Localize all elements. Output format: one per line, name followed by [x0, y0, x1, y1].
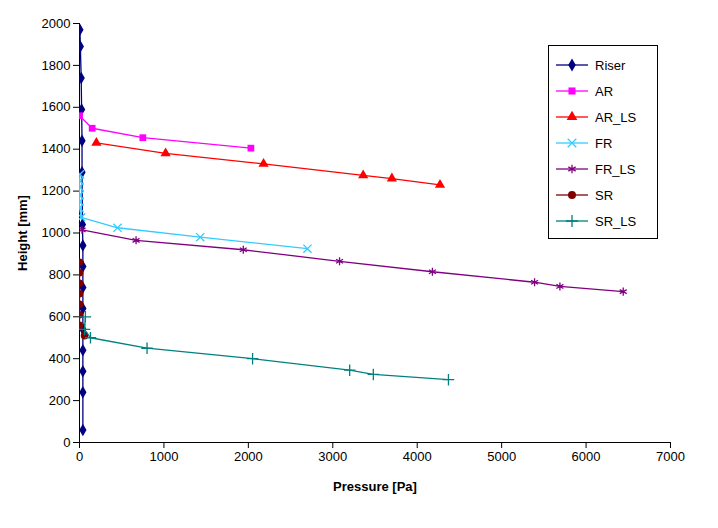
svg-text:600: 600 [49, 309, 71, 324]
html-text:FR_LS: FR_LS [595, 161, 636, 177]
svg-text:5000: 5000 [487, 449, 516, 464]
svg-text:0: 0 [76, 449, 83, 464]
svg-text:1800: 1800 [42, 58, 71, 73]
svg-text:800: 800 [49, 267, 71, 282]
svg-text:1200: 1200 [42, 183, 71, 198]
html-text:Riser: Riser [595, 57, 626, 73]
svg-text:2000: 2000 [234, 449, 263, 464]
svg-text:400: 400 [49, 351, 71, 366]
svg-text:4000: 4000 [403, 449, 432, 464]
svg-text:Pressure [Pa]: Pressure [Pa] [333, 479, 417, 494]
html-text:AR_LS: AR_LS [595, 109, 637, 125]
html-text:AR: AR [595, 83, 614, 99]
svg-text:1000: 1000 [42, 225, 71, 240]
html-text:SR_LS: SR_LS [595, 213, 637, 229]
html-text:SR: SR [595, 187, 614, 203]
html-text:FR: FR [595, 135, 613, 151]
svg-text:1000: 1000 [149, 449, 178, 464]
svg-text:6000: 6000 [572, 449, 601, 464]
svg-text:2000: 2000 [42, 16, 71, 31]
svg-text:1600: 1600 [42, 99, 71, 114]
svg-text:0: 0 [63, 435, 70, 450]
svg-text:7000: 7000 [656, 449, 685, 464]
svg-text:Height [mm]: Height [mm] [15, 195, 30, 271]
svg-text:3000: 3000 [318, 449, 347, 464]
svg-text:1400: 1400 [42, 141, 71, 156]
svg-text:200: 200 [49, 393, 71, 408]
